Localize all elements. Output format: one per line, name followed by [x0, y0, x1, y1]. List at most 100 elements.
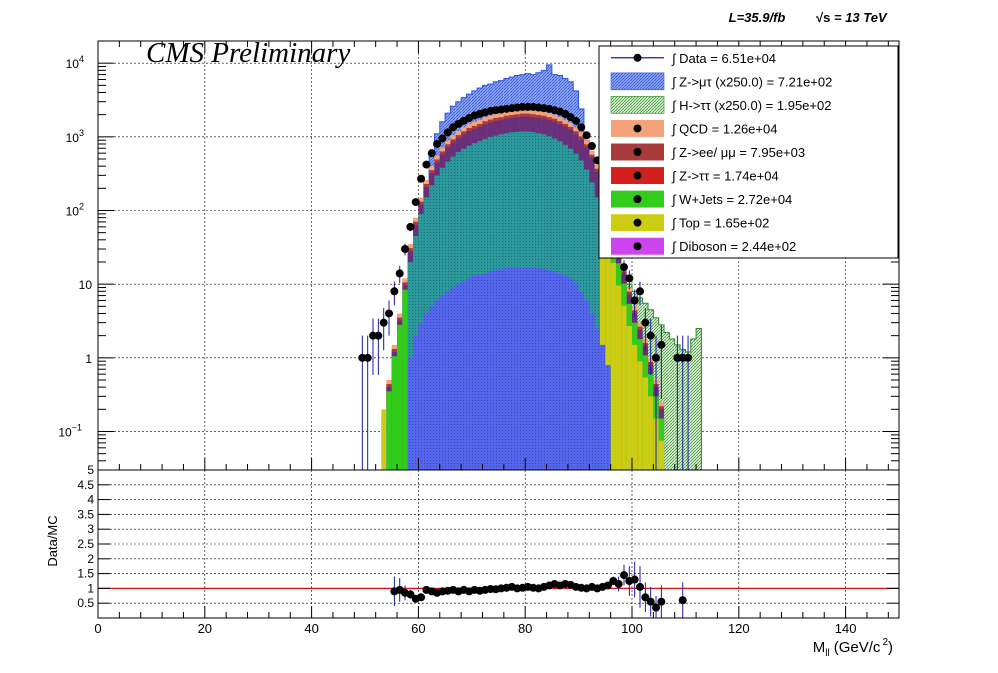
legend: ∫ Data = 6.51e+04 ∫ Z->μτ (x250.0) = 7.21… — [598, 45, 899, 259]
blue-component-dots — [535, 268, 542, 470]
blue-component-dots — [578, 291, 584, 470]
blue-component-dots — [455, 284, 462, 470]
low-edge-bar — [381, 409, 387, 470]
ratio-y-axis-title: Data/MC — [45, 515, 60, 566]
data-point — [443, 128, 452, 137]
data-point — [411, 198, 420, 207]
ratio-point — [646, 597, 655, 606]
blue-component-dots — [594, 328, 600, 470]
ratio-point — [406, 590, 415, 599]
blue-component-dots — [477, 274, 483, 470]
ratio-y-tick-label: 4 — [87, 493, 94, 507]
top-bar — [632, 344, 638, 470]
blue-component-dots — [509, 267, 515, 470]
energy-value-label: = 13 TeV — [834, 10, 888, 25]
legend-swatch-marker — [633, 195, 642, 204]
blue-component-dots — [503, 268, 510, 470]
data-point — [619, 263, 628, 272]
data-point — [571, 116, 580, 125]
blue-component-dots — [461, 281, 467, 470]
ratio-x-tick-label: 40 — [304, 621, 318, 636]
data-point — [406, 222, 415, 231]
main-y-tick-label-exp: 4 — [79, 54, 84, 64]
data-point — [401, 245, 410, 254]
top-bar — [626, 326, 632, 470]
htt-signal-bar — [690, 339, 697, 470]
data-point — [385, 309, 394, 318]
ratio-x-tick-label: 20 — [198, 621, 212, 636]
data-point — [417, 174, 426, 183]
data-point — [363, 353, 372, 362]
blue-component-dots — [562, 275, 568, 470]
top-bar — [637, 361, 643, 470]
wjets-bar — [397, 324, 403, 470]
legend-label: ∫ Data = 6.51e+04 — [671, 51, 776, 66]
legend-label: ∫ W+Jets = 2.72e+04 — [671, 192, 792, 207]
ratio-point — [417, 593, 426, 602]
main-y-tick-label-exp: −1 — [72, 422, 82, 432]
ratio-panel: 0.511.522.533.544.55 0 20 40 60 80 100 120 140 — [77, 463, 900, 636]
main-stack — [381, 64, 702, 470]
ratio-y-tick-label: 4.5 — [77, 478, 94, 492]
ratio-point — [636, 582, 645, 591]
blue-component-dots — [541, 269, 547, 470]
ratio-y-tick-label: 1.5 — [77, 567, 94, 581]
blue-component-dots — [471, 275, 478, 470]
blue-component-dots — [445, 291, 451, 470]
legend-swatch-marker — [633, 148, 642, 156]
ratio-grid — [98, 469, 899, 618]
data-point — [422, 160, 431, 169]
main-y-tick-label: 102 — [66, 201, 84, 218]
legend-label: ∫ Top = 1.65e+02 — [671, 216, 769, 231]
blue-component-dots — [589, 313, 595, 470]
x-axis-title-close: ) — [888, 639, 893, 656]
top-bar — [658, 440, 665, 470]
wjets-bar — [391, 356, 398, 470]
data-point — [587, 142, 596, 151]
ratio-y-axis: 0.511.522.533.544.55 — [77, 463, 899, 610]
legend-swatch-marker — [633, 218, 642, 227]
main-y-tick-label-exp: 3 — [79, 128, 84, 138]
legend-swatch-marker — [633, 171, 642, 180]
main-y-tick-label-base: 10 — [66, 204, 80, 218]
legend-swatch-marker — [633, 124, 642, 133]
ratio-x-tick-label: 60 — [411, 621, 425, 636]
data-point — [636, 287, 645, 296]
blue-component-dots — [487, 271, 494, 470]
blue-component-dots — [407, 357, 414, 470]
ratio-point — [614, 579, 623, 588]
main-y-tick-label-base: 10 — [79, 278, 93, 292]
data-point — [374, 331, 383, 340]
ratio-point — [630, 575, 639, 584]
blue-component-dots — [466, 278, 472, 470]
legend-label: ∫ H->ττ (x250.0) = 1.95e+02 — [671, 98, 831, 113]
x-axis-title-unit-sup: 2 — [882, 637, 888, 648]
ratio-point — [619, 571, 628, 580]
blue-component-dots — [599, 344, 606, 470]
data-point — [641, 318, 650, 327]
blue-component-dots — [567, 278, 574, 470]
top-bar — [648, 396, 654, 470]
ratio-point — [657, 597, 666, 606]
data-point — [433, 139, 442, 148]
data-point — [438, 134, 447, 143]
blue-component-dots — [525, 267, 531, 470]
top-bar — [605, 240, 611, 470]
x-axis-title-unit: (GeV/c — [834, 639, 881, 656]
ratio-point — [603, 581, 612, 590]
data-point — [379, 318, 388, 327]
data-point — [395, 269, 404, 278]
blue-component-dots — [423, 313, 430, 470]
legend-swatch — [610, 96, 665, 114]
wjets-bar — [402, 289, 408, 470]
main-y-tick-label: 10 — [79, 278, 93, 292]
ratio-point — [678, 596, 687, 605]
blue-component-dots — [429, 306, 435, 470]
ratio-points — [390, 561, 687, 618]
ratio-y-tick-label: 2 — [87, 552, 94, 566]
blue-component-dots — [573, 284, 579, 470]
ratio-y-tick-label: 0.5 — [77, 596, 94, 610]
main-y-tick-label-base: 1 — [85, 352, 92, 366]
blue-component-dots — [605, 364, 611, 470]
